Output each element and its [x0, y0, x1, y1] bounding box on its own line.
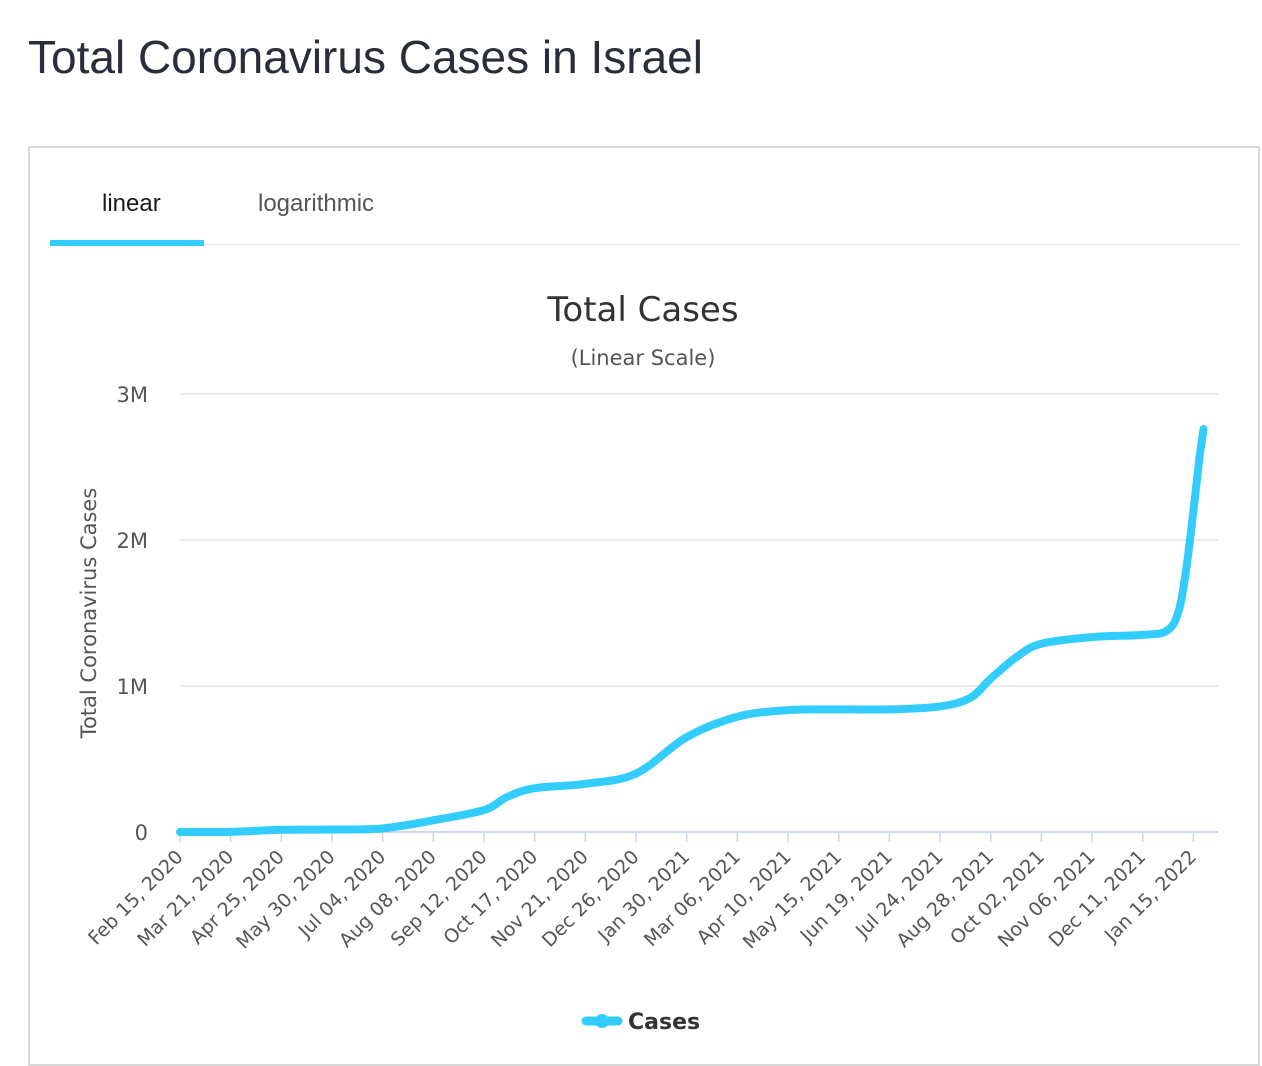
- series-line-cases[interactable]: [176, 425, 1208, 837]
- page-title: Total Coronavirus Cases in Israel: [28, 31, 703, 83]
- y-tick-label: 3M: [117, 383, 148, 407]
- tab-logarithmic[interactable]: logarithmic: [258, 190, 375, 217]
- series-layer: [176, 425, 1208, 837]
- chart-title: Total Cases: [546, 290, 738, 330]
- y-tick-label: 0: [135, 821, 148, 845]
- legend[interactable]: Cases: [581, 1010, 700, 1035]
- grid-lines: [180, 393, 1218, 833]
- y-axis-labels: 0 1M 2M 3M: [117, 383, 148, 845]
- y-axis-title: Total Coronavirus Cases: [77, 488, 101, 740]
- y-tick-label: 1M: [117, 675, 148, 699]
- chart-subtitle: (Linear Scale): [571, 346, 716, 370]
- y-tick-label: 2M: [117, 529, 148, 553]
- tab-linear[interactable]: linear: [102, 190, 161, 217]
- legend-marker: [595, 1014, 609, 1028]
- scale-tabs: linear logarithmic: [50, 148, 1240, 246]
- active-tab-indicator: [50, 240, 204, 246]
- legend-label-cases[interactable]: Cases: [628, 1010, 700, 1035]
- chart-panel: linear logarithmic: [28, 146, 1260, 1066]
